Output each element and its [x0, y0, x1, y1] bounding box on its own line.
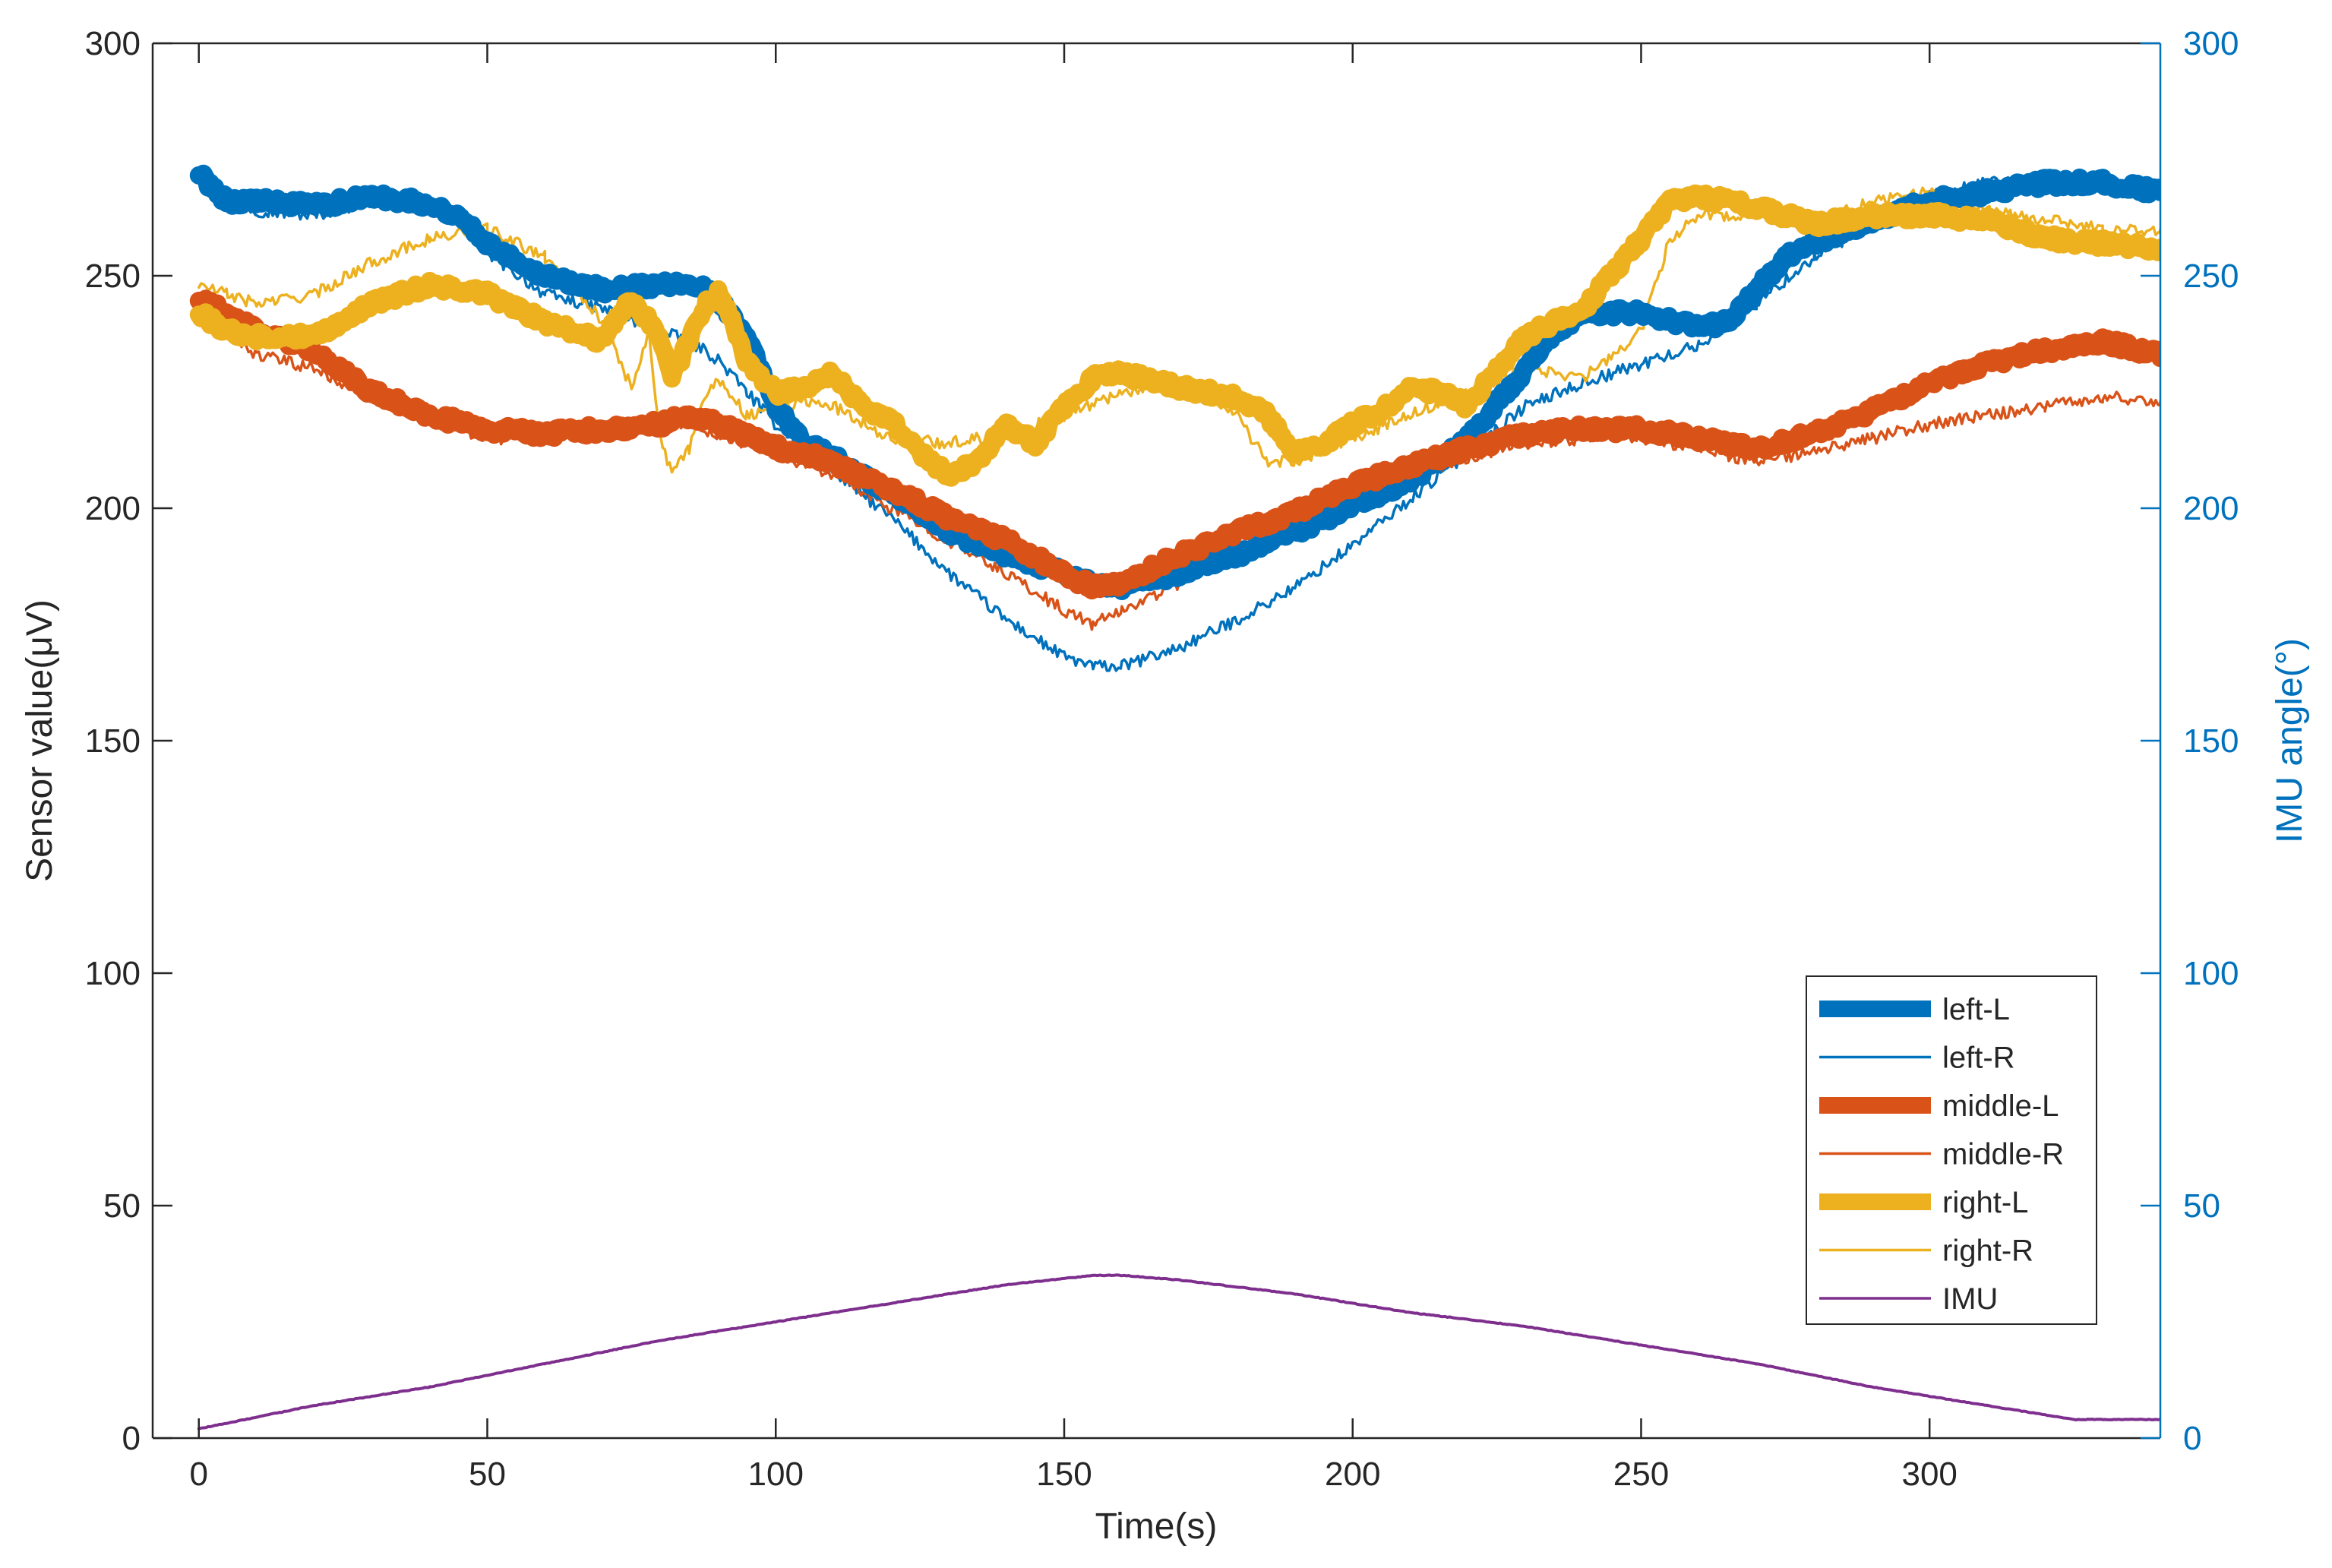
y2-tick-label: 200 [2183, 490, 2239, 527]
y2-tick-label: 100 [2183, 955, 2239, 992]
y-tick-label: 250 [85, 258, 141, 295]
y-tick-label: 100 [85, 955, 141, 992]
y2-tick-label: 0 [2183, 1420, 2201, 1457]
x-tick-label: 150 [1036, 1456, 1092, 1493]
legend-label-middle-L: middle-L [1942, 1089, 2059, 1123]
legend-label-left-L: left-L [1942, 993, 2010, 1026]
series-line-middle-L [189, 289, 2160, 599]
x-tick-label: 50 [469, 1456, 506, 1493]
legend-label-right-R: right-R [1942, 1234, 2033, 1268]
y2-tick-label: 150 [2183, 722, 2239, 760]
y2-axis-title: IMU angle(°) [2270, 638, 2310, 843]
x-tick-label: 0 [190, 1456, 208, 1493]
legend-label-IMU: IMU [1942, 1282, 1998, 1316]
legend-label-middle-R: middle-R [1942, 1138, 2064, 1171]
legend-box [1806, 975, 2097, 1325]
legend: left-L left-R middle-L middle-R right-L right… [1806, 975, 2097, 1325]
y-axis-title: Sensor value(μV) [20, 599, 60, 882]
y2-tick-label: 250 [2183, 258, 2239, 295]
y2-tick-label: 50 [2183, 1187, 2220, 1225]
x-tick-label: 200 [1325, 1456, 1380, 1493]
x-tick-label: 100 [748, 1456, 804, 1493]
plot-area [189, 164, 2160, 1430]
ticks-layer: 0 50 100 150 200 250 300 0 50 100 150 200 250 300 0 50 1… [85, 25, 2239, 1493]
x-tick-label: 250 [1613, 1456, 1669, 1493]
y-tick-label: 0 [122, 1420, 141, 1457]
x-axis-title: Time(s) [1095, 1506, 1218, 1547]
series-line-right-L [189, 184, 2160, 487]
y-tick-label: 150 [85, 722, 141, 760]
y-tick-label: 200 [85, 490, 141, 527]
y-tick-label: 50 [103, 1187, 141, 1225]
x-tick-label: 300 [1901, 1456, 1957, 1493]
series-line-IMU [197, 1273, 2160, 1430]
legend-label-left-R: left-R [1942, 1042, 2015, 1075]
legend-label-right-L: right-L [1942, 1186, 2028, 1219]
y-tick-label: 300 [85, 25, 141, 62]
legend-items: left-L left-R middle-L middle-R right-L right… [1819, 993, 2064, 1316]
y2-tick-label: 300 [2183, 25, 2239, 62]
series-layer [189, 164, 2160, 1430]
